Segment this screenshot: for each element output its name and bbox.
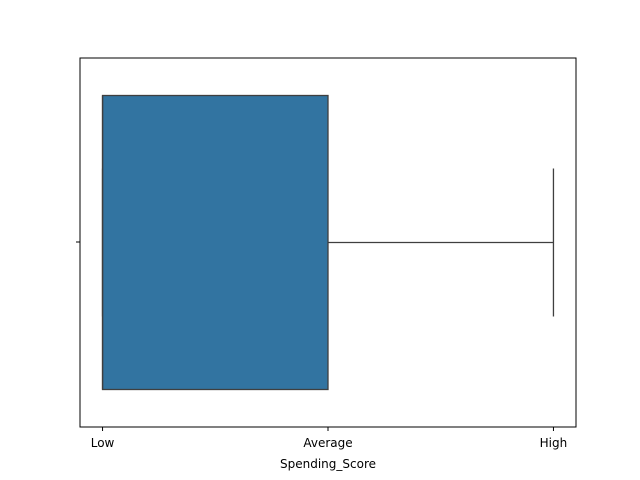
iqr-box — [101, 94, 329, 391]
x-tick-label-average: Average — [303, 436, 352, 450]
x-tick-label-low: Low — [91, 436, 115, 450]
x-axis-label: Spending_Score — [280, 457, 376, 471]
x-tick-label-high: High — [540, 436, 568, 450]
